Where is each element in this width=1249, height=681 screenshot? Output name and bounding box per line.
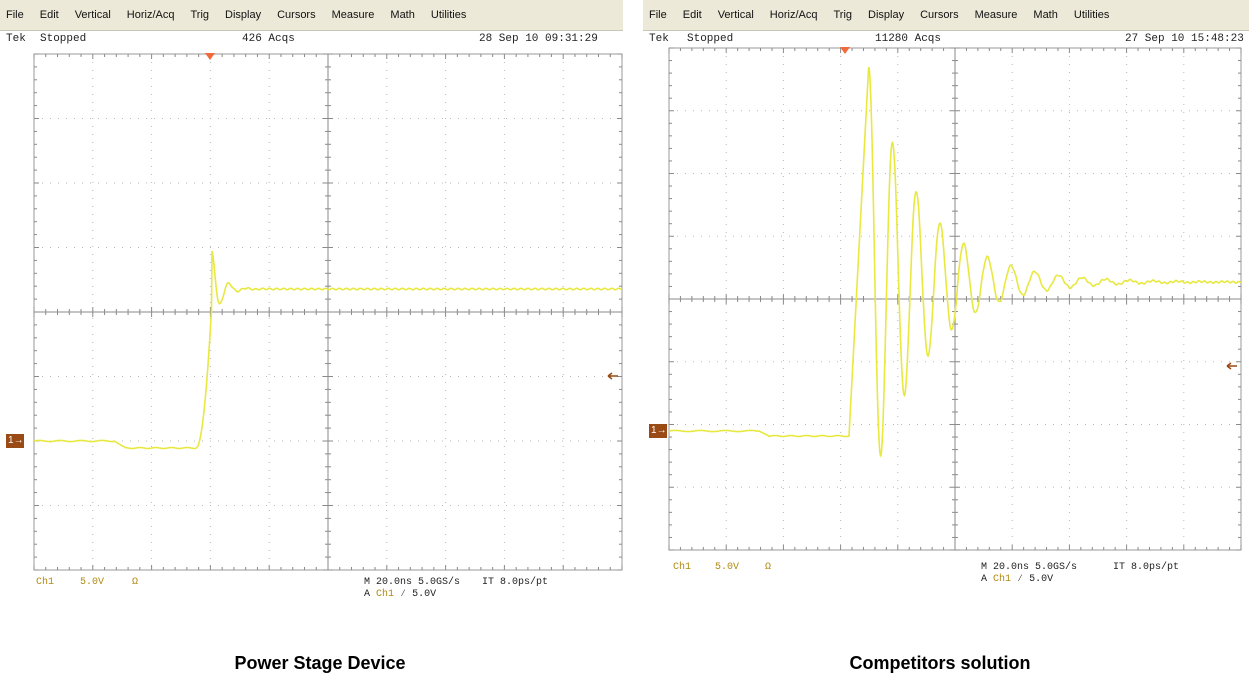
menu-bar-left: File Edit Vertical Horiz/Acq Trig Displa… bbox=[0, 0, 623, 31]
menu-trig[interactable]: Trig bbox=[833, 9, 853, 21]
trigger-level: ⁄ 5.0V bbox=[400, 589, 437, 600]
scope-window-left: File Edit Vertical Horiz/Acq Trig Displa… bbox=[0, 0, 623, 600]
menu-trig[interactable]: Trig bbox=[190, 9, 210, 21]
status-bar-left: Tek Stopped 426 Acqs 28 Sep 10 09:31:29 bbox=[0, 30, 623, 48]
menu-edit[interactable]: Edit bbox=[39, 9, 59, 21]
acq-state: Stopped bbox=[40, 33, 87, 45]
volts-per-div[interactable]: 5.0V bbox=[80, 577, 105, 588]
menu-horiz-acq[interactable]: Horiz/Acq bbox=[126, 9, 175, 21]
menu-utilities[interactable]: Utilities bbox=[430, 9, 467, 21]
trigger-level: ⁄ 5.0V bbox=[1017, 574, 1054, 585]
menu-cursors[interactable]: Cursors bbox=[920, 9, 959, 21]
scope-display-right bbox=[668, 47, 1242, 551]
record-interval: IT 8.0ps/pt bbox=[1113, 562, 1180, 573]
coupling-icon: Ω bbox=[765, 562, 772, 573]
caption-right: Competitors solution bbox=[849, 653, 1031, 673]
menu-math[interactable]: Math bbox=[390, 9, 415, 21]
menu-bar-right: File Edit Vertical Horiz/Acq Trig Displa… bbox=[643, 0, 1249, 31]
datetime: 27 Sep 10 15:48:23 bbox=[1125, 33, 1244, 45]
trigger-readout[interactable]: A Ch1 ⁄ 5.0V bbox=[364, 589, 436, 600]
menu-cursors[interactable]: Cursors bbox=[277, 9, 316, 21]
channel-1-marker[interactable]: 1→ bbox=[6, 434, 24, 448]
menu-vertical[interactable]: Vertical bbox=[717, 9, 754, 21]
scope-window-right: File Edit Vertical Horiz/Acq Trig Displa… bbox=[643, 0, 1249, 600]
trigger-level-marker bbox=[1226, 362, 1237, 370]
acq-count: 426 Acqs bbox=[242, 33, 295, 45]
trigger-position-marker bbox=[840, 47, 850, 54]
coupling-icon: Ω bbox=[132, 577, 139, 588]
waveform-trace bbox=[33, 250, 623, 450]
acq-state: Stopped bbox=[687, 33, 734, 45]
menu-measure[interactable]: Measure bbox=[331, 9, 375, 21]
menu-file[interactable]: File bbox=[6, 9, 24, 21]
trigger-prefix: A bbox=[981, 574, 988, 585]
status-bar-right: Tek Stopped 11280 Acqs 27 Sep 10 15:48:2… bbox=[643, 30, 1249, 48]
record-interval: IT 8.0ps/pt bbox=[482, 577, 549, 588]
menu-horiz-acq[interactable]: Horiz/Acq bbox=[769, 9, 818, 21]
menu-vertical[interactable]: Vertical bbox=[74, 9, 111, 21]
volts-per-div[interactable]: 5.0V bbox=[715, 562, 740, 573]
channel-1-marker[interactable]: 1→ bbox=[649, 424, 667, 438]
menu-edit[interactable]: Edit bbox=[682, 9, 702, 21]
datetime: 28 Sep 10 09:31:29 bbox=[479, 33, 598, 45]
channel-label[interactable]: Ch1 bbox=[673, 562, 692, 573]
horizontal-readout[interactable]: M 20.0ns 5.0GS/s bbox=[364, 577, 461, 588]
channel-marker-label: 1 bbox=[651, 425, 657, 436]
trigger-readout[interactable]: A Ch1 ⁄ 5.0V bbox=[981, 574, 1053, 585]
menu-display[interactable]: Display bbox=[225, 9, 262, 21]
trigger-position-marker bbox=[205, 53, 215, 60]
scope-display-left bbox=[33, 53, 623, 571]
menu-file[interactable]: File bbox=[649, 9, 667, 21]
menu-measure[interactable]: Measure bbox=[974, 9, 1018, 21]
trigger-channel: Ch1 bbox=[376, 589, 395, 600]
trigger-level-marker bbox=[607, 372, 618, 380]
menu-display[interactable]: Display bbox=[868, 9, 905, 21]
channel-label[interactable]: Ch1 bbox=[36, 577, 55, 588]
trigger-channel: Ch1 bbox=[993, 574, 1012, 585]
channel-marker-label: 1 bbox=[8, 435, 14, 446]
caption-left: Power Stage Device bbox=[234, 653, 406, 673]
brand-label: Tek bbox=[6, 33, 26, 45]
menu-math[interactable]: Math bbox=[1033, 9, 1058, 21]
acq-count: 11280 Acqs bbox=[875, 33, 942, 45]
brand-label: Tek bbox=[649, 33, 669, 45]
waveform-trace bbox=[668, 66, 1242, 458]
trigger-prefix: A bbox=[364, 589, 371, 600]
horizontal-readout[interactable]: M 20.0ns 5.0GS/s bbox=[981, 562, 1078, 573]
menu-utilities[interactable]: Utilities bbox=[1073, 9, 1110, 21]
